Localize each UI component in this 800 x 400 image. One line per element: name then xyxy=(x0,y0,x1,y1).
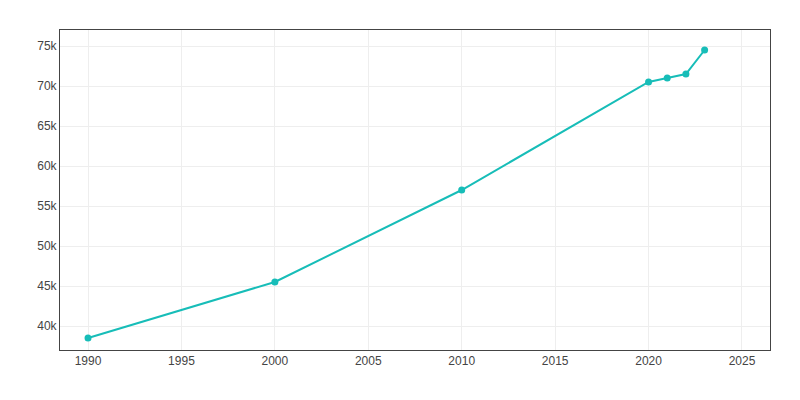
svg-text:2005: 2005 xyxy=(355,354,382,368)
svg-text:2015: 2015 xyxy=(542,354,569,368)
svg-text:2020: 2020 xyxy=(635,354,662,368)
svg-text:2000: 2000 xyxy=(262,354,289,368)
svg-text:70k: 70k xyxy=(37,79,57,93)
svg-text:2025: 2025 xyxy=(729,354,756,368)
svg-text:50k: 50k xyxy=(37,239,57,253)
svg-text:1990: 1990 xyxy=(75,354,102,368)
svg-text:65k: 65k xyxy=(37,119,57,133)
svg-text:60k: 60k xyxy=(37,159,57,173)
svg-text:1995: 1995 xyxy=(168,354,195,368)
svg-text:2010: 2010 xyxy=(448,354,475,368)
svg-text:75k: 75k xyxy=(37,39,57,53)
svg-text:40k: 40k xyxy=(37,319,57,333)
svg-text:55k: 55k xyxy=(37,199,57,213)
svg-text:45k: 45k xyxy=(37,279,57,293)
